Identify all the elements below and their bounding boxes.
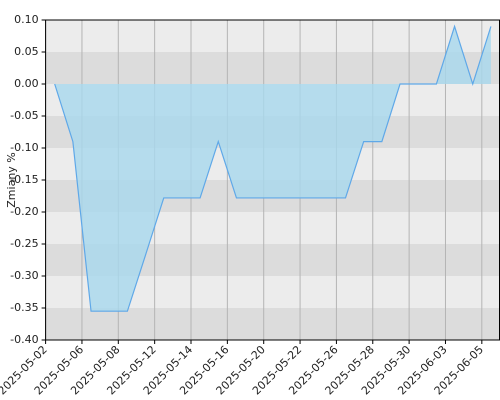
grid-band <box>45 308 500 340</box>
y-tick-label: -0.20 <box>10 205 38 218</box>
y-tick-label: 0.05 <box>14 45 39 58</box>
y-axis-label: Zmiany % <box>5 152 18 207</box>
area-fill <box>54 26 491 312</box>
y-tick-label: -0.15 <box>10 173 38 186</box>
y-tick-label: -0.05 <box>10 109 38 122</box>
grid-band <box>45 20 500 52</box>
y-tick-label: 0.00 <box>14 77 39 90</box>
grid-band <box>45 52 500 84</box>
y-tick-label: -0.35 <box>10 301 38 314</box>
y-tick-label: -0.10 <box>10 141 38 154</box>
y-tick-label: -0.25 <box>10 237 38 250</box>
y-tick-label: -0.40 <box>10 333 38 346</box>
area-line <box>54 24 492 312</box>
y-tick-label: 0.10 <box>14 13 39 26</box>
y-tick-label: -0.30 <box>10 269 38 282</box>
